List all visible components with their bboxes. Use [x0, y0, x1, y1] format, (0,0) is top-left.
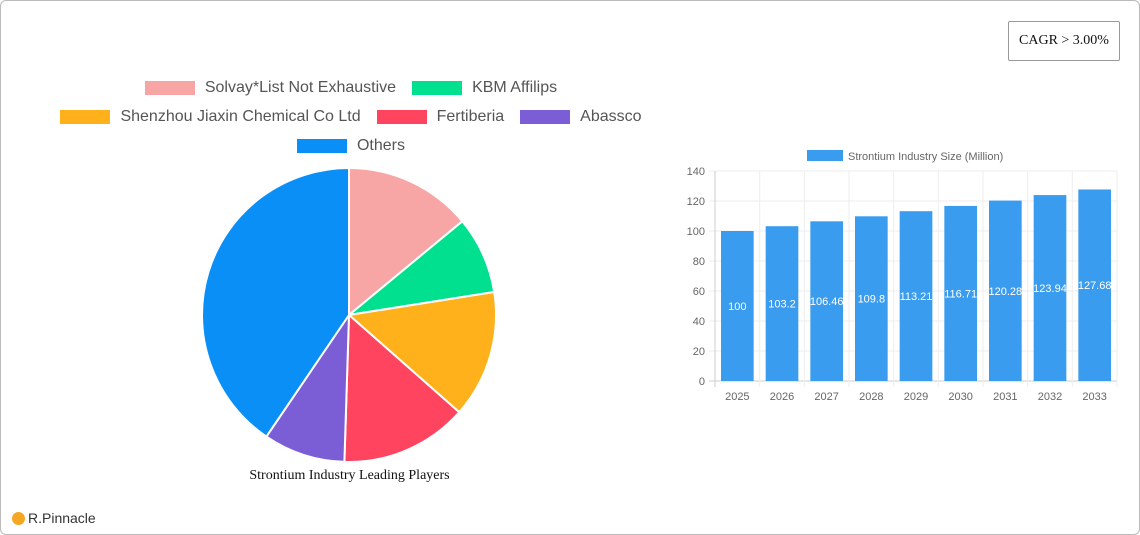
legend-item[interactable]: Others	[296, 136, 405, 155]
pie-slice[interactable]	[343, 312, 461, 463]
x-tick-label: 2031	[993, 391, 1017, 403]
legend-item[interactable]: Fertiberia	[376, 107, 505, 126]
bar[interactable]	[989, 200, 1022, 381]
logo-icon	[12, 511, 25, 525]
bar[interactable]	[765, 226, 799, 381]
bar[interactable]	[1033, 195, 1067, 381]
pie-chart	[201, 166, 497, 463]
bar-value-label: 120.28	[989, 286, 1023, 298]
bar-value-label: 116.71	[944, 288, 977, 300]
pie-legend: Solvay*List Not Exhaustive KBM Affilips Sh…	[1, 73, 701, 160]
y-tick-label: 140	[687, 166, 705, 178]
y-tick-label: 60	[693, 286, 705, 298]
pie-slice[interactable]	[264, 311, 351, 463]
y-tick-label: 0	[699, 376, 705, 388]
legend-swatch	[296, 138, 347, 153]
legend-label: Others	[356, 136, 405, 154]
bar[interactable]	[899, 211, 933, 381]
legend-item[interactable]: Solvay*List Not Exhaustive	[144, 78, 397, 97]
y-tick-label: 80	[693, 256, 705, 268]
bar-chart: Strontium Industry Size (Million) 0 20 40 60…	[687, 150, 1118, 403]
brand-logo: R.Pinnacle	[12, 510, 96, 526]
x-tick-label: 2030	[948, 391, 972, 403]
y-tick-label: 20	[693, 346, 705, 358]
legend-swatch	[412, 80, 463, 95]
legend-swatch	[60, 109, 111, 124]
legend-swatch	[520, 109, 571, 124]
x-tick-label: 2027	[814, 391, 838, 403]
legend-label: Fertiberia	[436, 107, 505, 125]
x-tick-label: 2026	[770, 391, 794, 403]
legend-label: Solvay*List Not Exhaustive	[204, 78, 397, 96]
bar-value-label: 127.68	[1078, 280, 1112, 292]
pie-slice[interactable]	[346, 290, 497, 414]
legend-label: KBM Affilips	[472, 78, 558, 96]
bar-value-label: 123.94	[1033, 283, 1067, 295]
y-tick-label: 40	[693, 316, 705, 328]
legend-item[interactable]: Abassco	[520, 107, 642, 126]
x-tick-label: 2033	[1082, 391, 1106, 403]
bar[interactable]	[1078, 189, 1111, 381]
bar[interactable]	[721, 231, 754, 381]
pie-slice[interactable]	[348, 166, 464, 318]
bar-value-label: 106.46	[810, 296, 844, 308]
x-tick-label: 2025	[725, 391, 749, 403]
pie-slice[interactable]	[201, 166, 350, 438]
legend-swatch	[144, 80, 195, 95]
bar[interactable]	[944, 205, 977, 381]
legend-item[interactable]: KBM Affilips	[412, 79, 557, 97]
legend-swatch	[376, 109, 427, 124]
bar-value-label: 103.2	[768, 299, 796, 311]
y-tick-label: 120	[687, 196, 705, 208]
cagr-badge: CAGR > 3.00%	[1008, 21, 1120, 61]
bar-legend-swatch	[807, 150, 843, 161]
bar-legend-label: Strontium Industry Size (Million)	[848, 151, 1003, 163]
legend-item[interactable]: Shenzhou Jiaxin Chemical Co Ltd	[60, 107, 361, 126]
bar-value-label: 109.8	[858, 294, 886, 306]
x-tick-label: 2029	[904, 391, 928, 403]
x-tick-label: 2028	[859, 391, 883, 403]
pie-title: Strontium Industry Leading Players	[249, 468, 450, 483]
legend-label: Abassco	[580, 107, 642, 125]
y-tick-label: 100	[687, 226, 705, 238]
bar-value-label: 113.21	[900, 291, 933, 303]
legend-label: Shenzhou Jiaxin Chemical Co Ltd	[120, 107, 361, 125]
bar[interactable]	[855, 216, 888, 381]
bar[interactable]	[810, 221, 843, 381]
x-tick-label: 2032	[1038, 391, 1062, 403]
brand-name: R.Pinnacle	[28, 510, 96, 526]
bar-value-label: 100	[728, 301, 746, 313]
